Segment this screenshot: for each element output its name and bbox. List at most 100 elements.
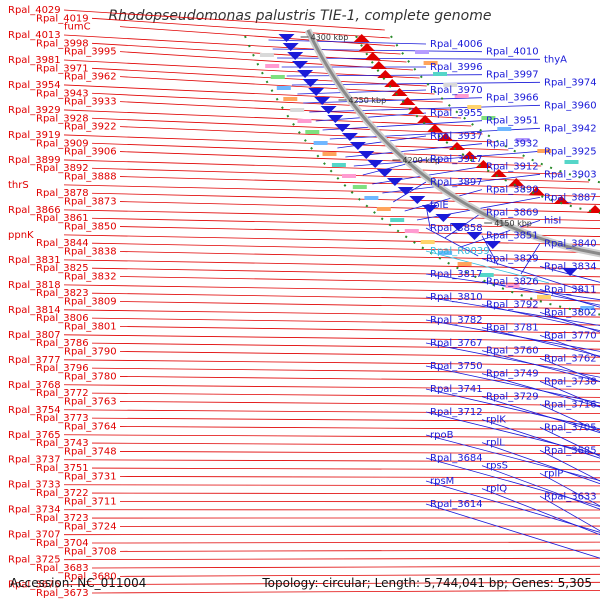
label-left: Rpal_3943 [36, 88, 89, 99]
gene-block [265, 64, 280, 68]
label-right: rplQ [486, 484, 507, 495]
leader-right [362, 158, 427, 176]
leader-left [119, 351, 600, 358]
reverse-strand-arrow [282, 43, 299, 51]
leader-right [404, 189, 483, 212]
label-right: Rpal_3633 [544, 491, 597, 502]
gene-block [331, 163, 346, 167]
leader-left [63, 459, 600, 463]
label-left: Rpal_3748 [64, 446, 117, 457]
label-left: Rpal_3922 [64, 122, 117, 133]
leader-left [63, 9, 385, 31]
label-right: Rpal_3781 [486, 323, 539, 334]
label-left: Rpal_3892 [36, 163, 89, 174]
leader-right [425, 480, 600, 533]
label-left: Rpal_3906 [64, 147, 117, 158]
label-left: Rpal_3754 [8, 405, 61, 416]
leader-left [63, 557, 600, 561]
leader-right [392, 181, 427, 203]
label-right: Rpal_3890 [486, 185, 539, 196]
label-right: Rpal_3802 [544, 307, 597, 318]
forward-strand-arrow [437, 133, 454, 141]
gene-block [420, 240, 435, 244]
leader-right [481, 396, 600, 434]
gene-block [364, 196, 379, 200]
label-right: Rpal_4006 [430, 39, 483, 50]
forward-strand-arrow [384, 79, 401, 87]
leader-right [277, 57, 541, 60]
reverse-strand-arrow [397, 187, 414, 195]
label-left: Rpal_3711 [64, 496, 117, 507]
gene-block [515, 138, 530, 142]
forward-strand-arrow [508, 178, 525, 186]
leader-right [539, 288, 600, 308]
label-right: Rpal_3770 [544, 330, 597, 341]
label-left: Rpal_3673 [36, 588, 89, 599]
leader-left [91, 92, 452, 111]
label-right: Rpal_3712 [430, 407, 483, 418]
label-left: Rpal_3786 [36, 338, 89, 349]
reverse-strand-arrow [341, 133, 358, 141]
reverse-strand-arrow [297, 70, 314, 78]
gene-block [290, 108, 305, 112]
gene-block [322, 152, 337, 156]
leader-right [539, 357, 600, 383]
label-right: Rpal_3684 [430, 453, 483, 464]
leader-left [63, 359, 600, 366]
label-left: Rpal_3962 [64, 72, 117, 83]
leader-right [272, 48, 483, 53]
label-right: Rpal_3840 [544, 238, 597, 249]
reverse-strand-arrow [314, 97, 331, 105]
leader-left [119, 251, 600, 262]
label-right: Rpal_3960 [544, 100, 597, 111]
leader-left [119, 201, 600, 213]
leader-left [91, 541, 600, 544]
leader-left [119, 573, 600, 577]
label-left: Rpal_3809 [64, 297, 117, 308]
reverse-strand-arrow [450, 223, 467, 231]
reverse-strand-arrow [308, 88, 325, 96]
tick-label: 4200 kbp [402, 156, 440, 165]
leader-left [91, 192, 600, 205]
leader-left [91, 342, 600, 350]
leader-left [63, 84, 443, 103]
gene-block [537, 149, 552, 153]
label-left: Rpal_3780 [64, 371, 117, 382]
forward-strand-arrow [587, 205, 600, 213]
reverse-strand-arrow [421, 205, 438, 213]
leader-left [63, 284, 600, 294]
label-left: Rpal_3919 [8, 130, 61, 141]
gene-block [342, 174, 356, 178]
label-left: Rpal_4019 [36, 13, 89, 24]
label-left: Rpal_3725 [8, 555, 61, 566]
label-left: Rpal_3831 [8, 255, 61, 266]
gene-block [283, 97, 298, 101]
label-left: Rpal_3704 [36, 538, 89, 549]
gene-block [481, 116, 496, 120]
label-left: Rpal_3777 [8, 355, 61, 366]
forward-strand-arrow [377, 70, 394, 78]
forward-strand-arrow [399, 97, 416, 105]
label-left: Rpal_3773 [36, 413, 89, 424]
reverse-strand-arrow [562, 268, 579, 276]
reverse-strand-arrow [484, 241, 501, 249]
label-right: Rpal_3829 [486, 254, 539, 265]
leader-right [539, 426, 600, 457]
leader-left [91, 42, 407, 63]
label-left: Rpal_3866 [8, 205, 61, 216]
leader-left [91, 492, 600, 495]
leader-left [91, 565, 600, 569]
leader-right [481, 373, 600, 408]
label-right: Rpal_3741 [430, 384, 483, 395]
leader-right [268, 39, 427, 45]
gene-block [467, 105, 482, 109]
label-right: rpsM [430, 476, 454, 487]
leader-left [119, 301, 600, 310]
gene-block [305, 130, 320, 134]
leader-left [63, 109, 472, 127]
tick-label: 4150 kbp [494, 219, 532, 228]
label-right: Rpal_3792 [486, 300, 539, 311]
gene-block [454, 94, 469, 98]
genome-title: Rhodopseudomonas palustris TIE-1, comple… [108, 8, 492, 24]
label-left: fumC [64, 22, 91, 33]
